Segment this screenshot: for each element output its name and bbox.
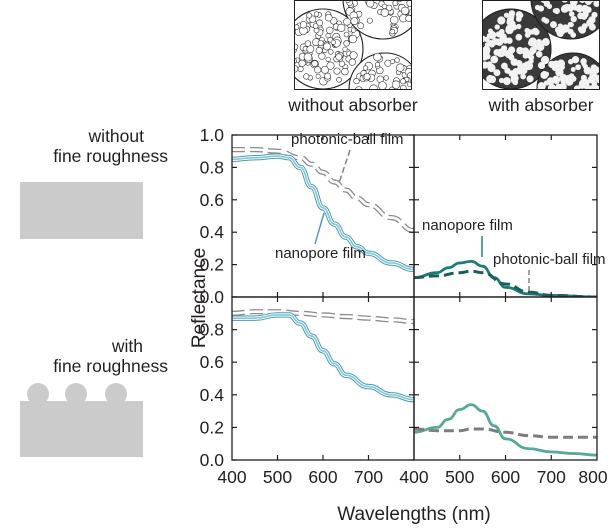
bottom-y-tick-label: 0.2 [200,417,224,437]
panel-top-right [414,259,597,297]
panel-top-left [232,146,414,273]
row-label-bottom-line2: fine roughness [53,356,168,376]
photonic-ball-series-line [414,427,597,439]
nanopore-series-line-core [232,314,414,401]
annotation-leader-line [314,212,325,245]
x-tick-label: 400 [217,467,246,487]
x-tick-label: 800 [578,467,607,487]
panel-bottom-left [232,309,414,403]
roughness-bump [105,383,127,405]
roughness-bump [27,383,49,405]
top-y-tick-label: 0.6 [200,190,224,210]
nanopore-series-line-inner [232,313,414,402]
top-y-tick-label: 1.0 [200,125,225,145]
bottom-y-tick-label: 0.6 [200,352,224,372]
nanopore-series-line-core [232,155,414,271]
panel-frame [413,296,598,461]
photonic-ball-series-line-inner [232,310,414,323]
x-tick-label: 500 [445,467,474,487]
photonic-ball-outline-image [295,1,411,89]
row-label-top-line1: without [88,126,144,146]
photonic-ball-dark-image [483,1,599,89]
nanopore-series-line [232,312,414,403]
roughness-bump [65,383,87,405]
top-y-tick-label: 0.2 [200,255,224,275]
series-annotation: nanopore film [275,245,366,262]
bottom-y-tick-label: 0.8 [200,320,224,340]
series-annotation: nanopore film [422,217,513,234]
x-tick-label: 500 [263,467,292,487]
top-y-tick-label: 0.0 [200,287,225,307]
x-tick-label: 600 [491,467,520,487]
thumbnail-with-absorber [482,0,600,90]
x-tick-label: 700 [354,467,383,487]
series-annotation: photonic-ball film [291,131,404,148]
nanopore-series-line [414,403,597,457]
row-label-bottom-line1: with [111,336,143,356]
top-y-tick-label: 0.4 [200,222,225,242]
x-axis-label: Wavelengths (nm) [337,504,490,525]
thumbnail-without-absorber [294,0,412,90]
thumbnail-caption-without-absorber: without absorber [288,95,418,115]
bottom-y-tick-label: 0.0 [200,450,225,470]
x-tick-label: 700 [537,467,566,487]
x-tick-label: 600 [308,467,337,487]
smooth-surface-block [20,182,143,239]
y-axis-label: Reflectance [189,248,210,348]
panel-bottom-right [414,403,597,457]
top-y-tick-label: 0.8 [200,157,224,177]
photonic-ball-series-line [414,269,597,297]
series-annotation: photonic-ball film [493,251,606,268]
photonic-ball-series-line-inner [232,148,414,232]
x-tick-label: 400 [399,467,428,487]
thumbnail-caption-with-absorber: with absorber [488,95,594,115]
rough-surface-block [20,401,143,457]
annotation-leader-line [338,149,351,184]
row-label-top-line2: fine roughness [53,146,168,166]
bottom-y-tick-label: 0.4 [200,385,225,405]
